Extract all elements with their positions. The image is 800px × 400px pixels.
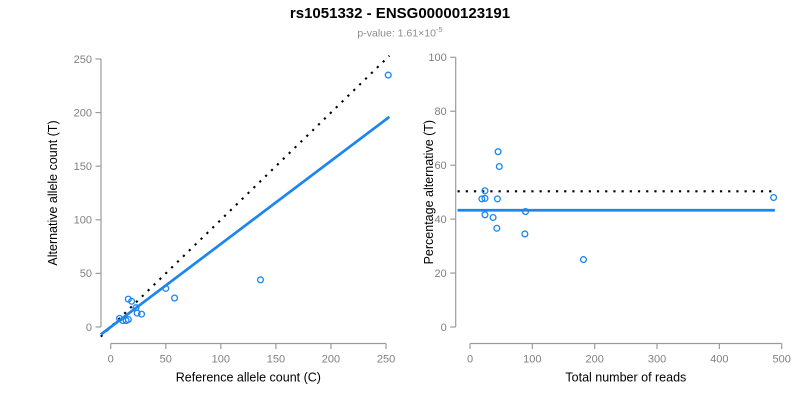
y-tick-label: 100 (428, 52, 446, 64)
pvalue-text: p-value: 1.61×10 (357, 27, 436, 40)
data-point (521, 208, 530, 216)
y-tick-label: 100 (74, 215, 92, 227)
data-point (489, 213, 497, 222)
x-tick-label: 100 (523, 354, 541, 366)
data-point (124, 315, 132, 324)
data-point (481, 211, 489, 219)
y-tick-label: 150 (74, 161, 92, 173)
data-point (481, 194, 489, 202)
data-point (521, 230, 529, 238)
y-tick-label: 20 (434, 268, 446, 280)
plot-title: rs1051332 - ENSG00000123191 (289, 5, 511, 22)
data-point (579, 256, 588, 264)
regression-line (99, 115, 391, 336)
data-point (481, 187, 489, 195)
x-tick-label: 50 (160, 354, 172, 366)
data-point (478, 195, 486, 203)
plot-subtitle: p-value: 1.61×10-5 (0, 25, 800, 40)
data-point (494, 148, 502, 156)
x-tick-label: 400 (710, 354, 728, 366)
x-tick-label: 150 (267, 354, 285, 366)
left-x-axis-title: Reference allele count (C) (176, 371, 321, 385)
data-point (493, 224, 501, 232)
x-tick-label: 100 (212, 354, 230, 366)
data-point (770, 193, 778, 202)
y-tick-label: 40 (434, 214, 446, 226)
data-point (133, 309, 141, 317)
y-tick-label: 200 (74, 107, 92, 119)
data-point (162, 284, 170, 292)
y-tick-label: 0 (86, 322, 92, 334)
y-tick-label: 50 (80, 268, 92, 280)
data-point (128, 297, 136, 305)
data-point (137, 310, 146, 318)
data-point (493, 195, 501, 203)
x-tick-label: 200 (322, 354, 340, 366)
x-tick-label: 0 (108, 354, 114, 366)
x-tick-label: 500 (773, 354, 791, 366)
y-tick-label: 80 (434, 106, 446, 118)
data-point (256, 276, 265, 284)
y-tick-label: 250 (74, 54, 92, 66)
left-y-axis-title: Alternative allele count (T) (46, 120, 60, 265)
x-tick-label: 300 (648, 354, 666, 366)
data-point (495, 162, 503, 171)
y-tick-label: 60 (434, 160, 446, 172)
x-tick-label: 0 (467, 354, 473, 366)
x-tick-label: 250 (377, 354, 395, 366)
pvalue-exponent: -5 (435, 25, 443, 34)
identity-line (100, 55, 391, 338)
right-y-axis-title: Percentage alternative (T) (422, 120, 436, 265)
data-point (384, 71, 392, 79)
right-x-axis-title: Total number of reads (565, 371, 686, 385)
x-tick-label: 200 (586, 354, 604, 366)
data-point (171, 294, 179, 302)
y-tick-label: 0 (441, 322, 447, 334)
